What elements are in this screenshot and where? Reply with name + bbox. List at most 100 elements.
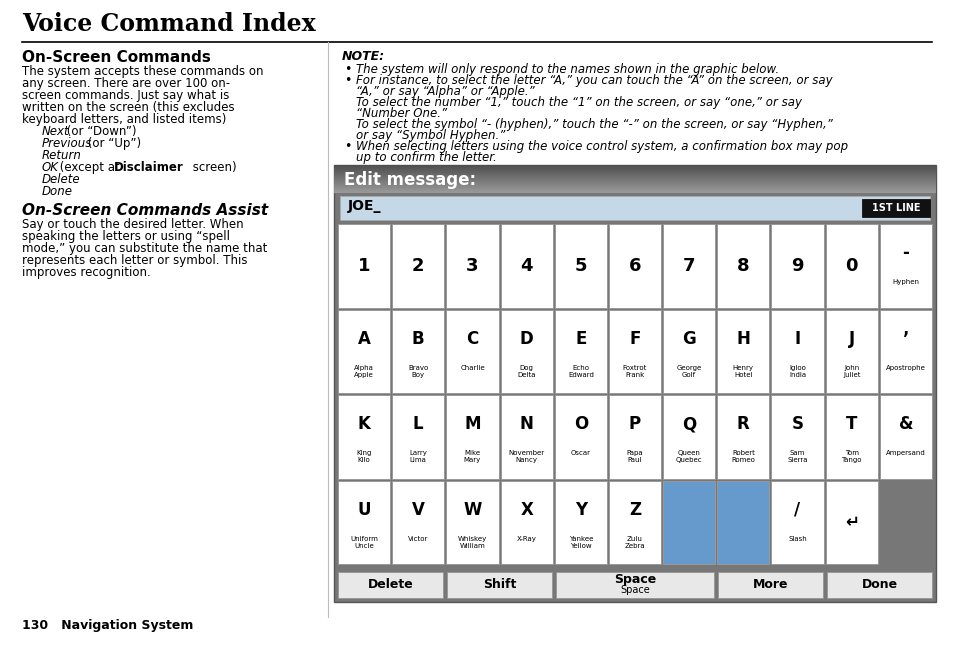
Text: ’: ’ — [902, 330, 908, 348]
Text: C: C — [466, 330, 478, 348]
Bar — [662, 395, 715, 479]
Text: Delete: Delete — [42, 173, 81, 186]
Bar — [392, 310, 444, 393]
Bar — [608, 481, 660, 564]
Text: screen): screen) — [189, 161, 236, 174]
Text: For instance, to select the letter “A,” you can touch the “A” on the screen, or : For instance, to select the letter “A,” … — [355, 74, 832, 87]
Text: The system will only respond to the names shown in the graphic below.: The system will only respond to the name… — [355, 63, 779, 76]
Text: V: V — [412, 501, 424, 519]
Text: More: More — [752, 578, 787, 591]
Text: K: K — [357, 415, 370, 433]
Text: 1: 1 — [357, 257, 370, 274]
Text: speaking the letters or using “spell: speaking the letters or using “spell — [22, 230, 230, 243]
Bar — [717, 481, 769, 564]
Bar — [662, 310, 715, 393]
Text: written on the screen (this excludes: written on the screen (this excludes — [22, 101, 234, 114]
Text: Edit message:: Edit message: — [344, 171, 476, 189]
Bar — [446, 481, 498, 564]
Bar — [771, 395, 822, 479]
Bar — [334, 166, 935, 167]
Text: “Number One.”: “Number One.” — [355, 107, 447, 120]
Text: X: X — [519, 501, 533, 519]
Text: Charlie: Charlie — [459, 365, 484, 371]
Text: keyboard letters, and listed items): keyboard letters, and listed items) — [22, 113, 226, 126]
Text: Apostrophe: Apostrophe — [885, 365, 924, 371]
Bar — [334, 174, 935, 175]
Text: J: J — [848, 330, 854, 348]
Text: Return: Return — [42, 149, 82, 162]
Bar — [334, 165, 935, 166]
Bar — [608, 224, 660, 308]
Text: Slash: Slash — [787, 536, 806, 542]
Text: Ampersand: Ampersand — [885, 451, 924, 456]
Text: Delta: Delta — [517, 372, 536, 378]
Text: George: George — [676, 365, 701, 371]
Bar — [334, 179, 935, 180]
Text: Space: Space — [619, 585, 649, 595]
Text: “A,” or say “Alpha” or “Apple.”: “A,” or say “Alpha” or “Apple.” — [355, 85, 535, 98]
Text: F: F — [629, 330, 640, 348]
Text: G: G — [681, 330, 696, 348]
Text: Whiskey: Whiskey — [457, 536, 487, 542]
Text: Golf: Golf — [681, 372, 696, 378]
Bar — [446, 224, 498, 308]
Bar — [334, 172, 935, 173]
Bar — [334, 175, 935, 176]
Text: Henry: Henry — [732, 365, 753, 371]
Text: Victor: Victor — [408, 536, 428, 542]
Text: Tom: Tom — [843, 451, 858, 456]
Text: Robert: Robert — [731, 451, 754, 456]
Bar — [824, 395, 877, 479]
Text: mode,” you can substitute the name that: mode,” you can substitute the name that — [22, 242, 267, 255]
Bar — [334, 188, 935, 189]
Text: Zulu: Zulu — [626, 536, 642, 542]
Text: India: India — [788, 372, 805, 378]
Bar — [334, 178, 935, 179]
Text: Done: Done — [42, 185, 73, 198]
Text: On-Screen Commands Assist: On-Screen Commands Assist — [22, 203, 268, 218]
Text: Boy: Boy — [412, 372, 424, 378]
Text: -: - — [902, 244, 908, 262]
Bar — [879, 224, 931, 308]
Bar — [824, 481, 877, 564]
Text: Yellow: Yellow — [569, 543, 591, 549]
Text: (or “Up”): (or “Up”) — [84, 137, 141, 150]
Text: Larry: Larry — [409, 451, 427, 456]
Text: Papa: Papa — [626, 451, 642, 456]
Bar — [608, 310, 660, 393]
Text: Zebra: Zebra — [624, 543, 644, 549]
Text: (except at: (except at — [56, 161, 123, 174]
Bar — [334, 192, 935, 193]
Text: Foxtrot: Foxtrot — [622, 365, 646, 371]
Bar — [824, 310, 877, 393]
Text: 6: 6 — [628, 257, 640, 274]
Bar — [771, 481, 822, 564]
Text: JOE_: JOE_ — [348, 199, 381, 213]
Text: S: S — [791, 415, 802, 433]
Bar — [334, 167, 935, 168]
Bar — [826, 572, 931, 598]
Bar — [334, 173, 935, 174]
Bar — [334, 183, 935, 184]
Text: When selecting letters using the voice control system, a confirmation box may po: When selecting letters using the voice c… — [355, 140, 847, 153]
Text: The system accepts these commands on: The system accepts these commands on — [22, 65, 263, 78]
Text: M: M — [464, 415, 480, 433]
Text: Z: Z — [628, 501, 640, 519]
Bar — [500, 224, 552, 308]
Text: X-Ray: X-Ray — [517, 536, 536, 542]
Text: 2: 2 — [412, 257, 424, 274]
Text: King: King — [356, 451, 372, 456]
Text: To select the number “1,” touch the “1” on the screen, or say “one,” or say: To select the number “1,” touch the “1” … — [355, 96, 801, 109]
Bar — [608, 395, 660, 479]
Text: Igloo: Igloo — [788, 365, 805, 371]
Bar — [824, 224, 877, 308]
Bar — [717, 224, 769, 308]
Text: Done: Done — [861, 578, 897, 591]
Bar — [717, 572, 822, 598]
Text: To select the symbol “- (hyphen),” touch the “-” on the screen, or say “Hyphen,”: To select the symbol “- (hyphen),” touch… — [355, 118, 832, 131]
Bar — [334, 182, 935, 183]
Bar — [337, 481, 390, 564]
Bar — [717, 310, 769, 393]
Bar — [334, 169, 935, 170]
Bar — [334, 191, 935, 192]
